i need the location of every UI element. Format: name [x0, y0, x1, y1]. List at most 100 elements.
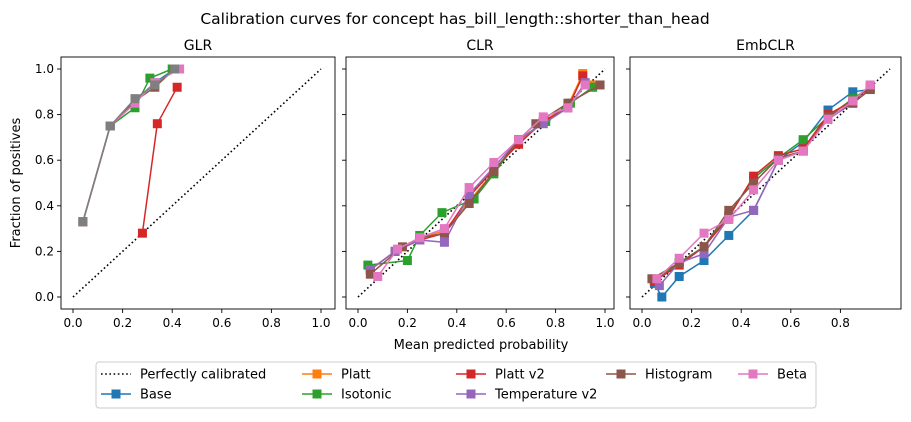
y-tick-label: 0.0 [35, 290, 54, 304]
data-point [393, 244, 403, 254]
series-beta [78, 64, 185, 227]
data-point [595, 80, 605, 90]
data-point [78, 217, 88, 227]
data-point [439, 228, 449, 238]
series-line [653, 86, 871, 282]
data-point [578, 71, 588, 81]
x-tick-label: 0.2 [682, 316, 701, 330]
panel-title: CLR [466, 38, 494, 54]
data-point [373, 271, 383, 281]
data-point [130, 103, 140, 113]
data-point [699, 256, 709, 266]
series-line [377, 84, 586, 277]
data-point [848, 87, 858, 97]
data-point [652, 274, 662, 284]
data-point [699, 242, 709, 252]
data-point [848, 96, 858, 106]
series-base [78, 64, 180, 227]
legend-label: Perfectly calibrated [140, 368, 266, 383]
legend: Perfectly calibrated Base Platt Isotonic Pla… [95, 361, 817, 409]
panel-title: GLR [184, 38, 213, 54]
axes-frame [60, 56, 336, 310]
legend-marker [466, 389, 476, 399]
data-point [773, 155, 783, 165]
data-point [563, 103, 573, 113]
panel-clr: CLR 0.0 0.2 0.4 0.6 0.8 1.0 [342, 38, 615, 330]
series-line [82, 68, 176, 223]
data-point [538, 119, 548, 129]
data-point [365, 269, 375, 279]
series-histogram [78, 64, 180, 227]
x-tick-label: 1.0 [311, 316, 330, 330]
legend-label: Beta [777, 368, 807, 383]
data-point [724, 214, 734, 224]
data-point [130, 98, 140, 108]
y-tick-label: 0.8 [35, 108, 54, 122]
data-point [699, 228, 709, 238]
data-point [469, 194, 479, 204]
x-tick-label: 0.4 [163, 316, 182, 330]
data-point [749, 205, 759, 215]
data-point [464, 199, 474, 209]
data-point [674, 271, 684, 281]
x-tick-label: 0.6 [497, 316, 516, 330]
y-tick-label: 0.4 [35, 199, 54, 213]
legend-entry: Platt [302, 368, 371, 383]
data-point [170, 64, 180, 74]
x-tick-label: 0.2 [113, 316, 132, 330]
data-point [137, 228, 147, 238]
series-line [369, 75, 584, 271]
legend-label: Temperature v2 [494, 388, 597, 403]
data-point [654, 281, 664, 291]
series-line [653, 86, 871, 282]
data-point [489, 167, 499, 177]
legend-label: Base [140, 388, 172, 403]
series-isotonic [78, 64, 177, 227]
data-point [464, 183, 474, 193]
legend-marker [748, 369, 758, 379]
perfect-calibration-line [72, 68, 322, 298]
x-tick-label: 0.4 [447, 316, 466, 330]
axes-frame [345, 56, 615, 310]
data-point [365, 265, 375, 275]
data-point [823, 105, 833, 115]
data-point [798, 146, 808, 156]
series-beta [652, 80, 875, 284]
y-tick-label: 0.6 [35, 153, 54, 167]
legend-label: Isotonic [341, 388, 392, 403]
legend-entry: Isotonic [302, 388, 392, 403]
data-point [657, 292, 667, 302]
data-point [865, 85, 875, 95]
data-point [563, 98, 573, 108]
data-point [674, 258, 684, 268]
data-point [823, 114, 833, 124]
data-point [580, 80, 590, 90]
x-tick-label: 0.8 [262, 316, 281, 330]
legend-entry: Platt v2 [456, 368, 545, 383]
x-tick-label: 0.8 [546, 316, 565, 330]
series-line [82, 68, 180, 223]
series-line [656, 84, 871, 280]
data-point [363, 260, 373, 270]
data-point [538, 112, 548, 122]
data-point [588, 82, 598, 92]
data-point [402, 256, 412, 266]
data-point [798, 135, 808, 145]
legend-entry: Beta [738, 368, 807, 383]
data-point [145, 73, 155, 83]
legend-entry: Base [101, 388, 172, 403]
y-tick-label: 0.2 [35, 244, 54, 258]
data-point [439, 237, 449, 247]
data-point [172, 82, 182, 92]
panel-glr: GLR 0.0 0.2 0.4 0.6 0.8 1.0 0.0 0.2 0.4 0.6 0.8 1.0 [35, 38, 336, 330]
legend-label: Histogram [645, 368, 712, 383]
legend-entry: Histogram [606, 368, 712, 383]
legend-marker [111, 389, 121, 399]
figure-title: Calibration curves for concept has_bill_… [200, 10, 709, 29]
data-point [489, 157, 499, 167]
data-point [865, 80, 875, 90]
x-tick-label: 0.0 [63, 316, 82, 330]
data-point [105, 121, 115, 131]
data-point [439, 224, 449, 234]
series-line [367, 86, 594, 266]
